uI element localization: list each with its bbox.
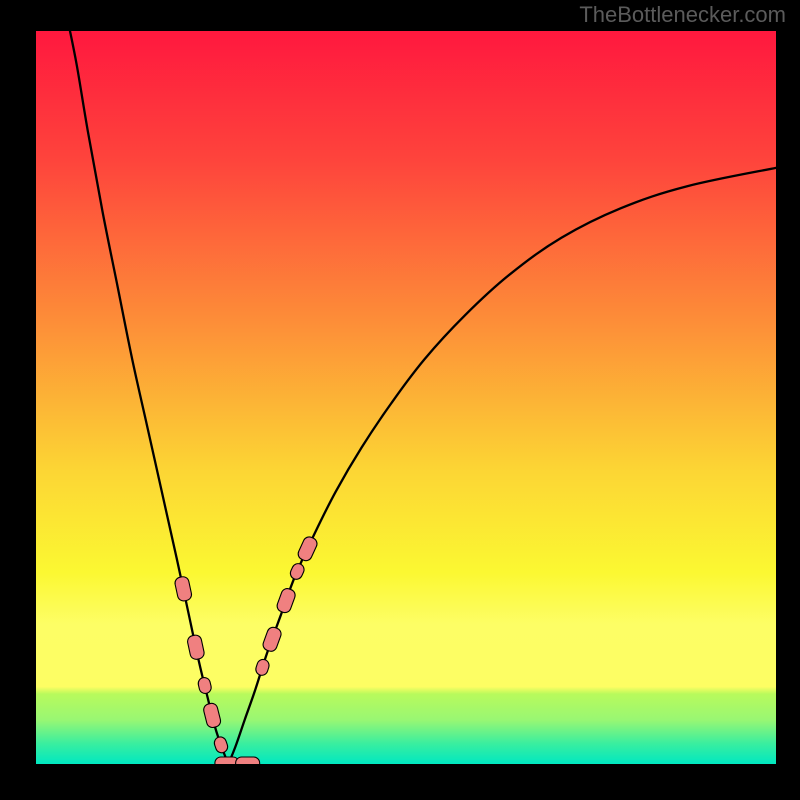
curve-marker xyxy=(254,658,270,677)
curve-marker xyxy=(296,535,319,563)
curve-marker xyxy=(186,634,205,660)
curve-marker xyxy=(202,702,221,729)
curve-marker xyxy=(197,676,212,694)
curve-marker xyxy=(236,757,260,764)
top-black-band xyxy=(36,28,776,31)
bottleneck-curve xyxy=(68,28,776,764)
watermark-text: TheBottlenecker.com xyxy=(579,2,786,28)
plot-area xyxy=(36,28,776,764)
curve-marker xyxy=(275,587,296,614)
curve-marker xyxy=(213,735,230,754)
chart-overlay-svg xyxy=(36,28,776,764)
stage: TheBottlenecker.com xyxy=(0,0,800,800)
curve-marker xyxy=(174,576,193,602)
curve-marker xyxy=(288,562,306,582)
curve-marker xyxy=(261,626,282,653)
